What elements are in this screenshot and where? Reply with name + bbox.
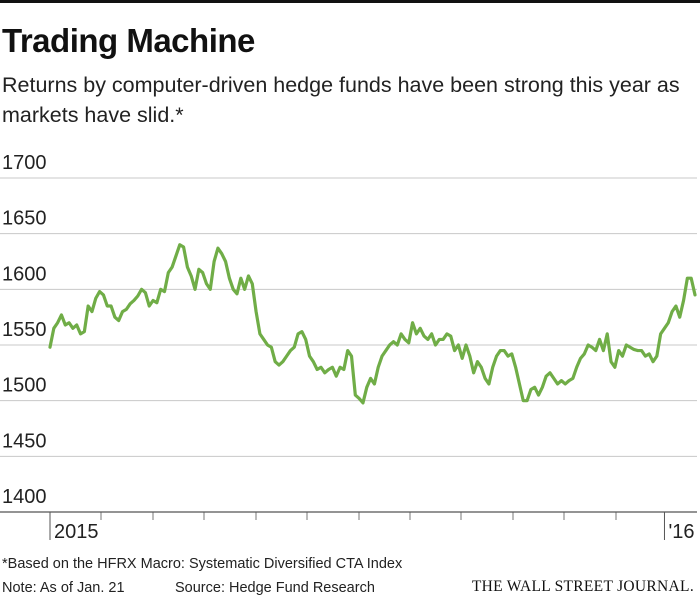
chart-title: Trading Machine (2, 22, 255, 59)
y-tick-label: 1600 (2, 263, 47, 285)
y-tick-label: 1650 (2, 208, 47, 230)
data-line (48, 243, 697, 405)
chart: 1400 1450 1500 1550 1600 1650 1700 2015 '16 (0, 152, 697, 543)
y-tick-label: 1450 (2, 430, 47, 452)
x-tick-label: '16 (668, 521, 694, 543)
footnote: *Based on the HFRX Macro: Systematic Div… (2, 556, 403, 572)
source: Source: Hedge Fund Research (175, 580, 375, 596)
y-tick-label: 1400 (2, 486, 47, 508)
y-tick-label: 1550 (2, 319, 47, 341)
note: Note: As of Jan. 21 (2, 580, 125, 596)
top-rule (0, 0, 700, 3)
y-tick-label: 1500 (2, 375, 47, 397)
brand: THE WALL STREET JOURNAL. (471, 578, 694, 595)
x-tick-label: 2015 (54, 521, 99, 543)
minor-ticks (100, 512, 617, 520)
chart-subtitle: Returns by computer-driven hedge funds h… (2, 73, 680, 127)
y-tick-label: 1700 (2, 152, 47, 174)
